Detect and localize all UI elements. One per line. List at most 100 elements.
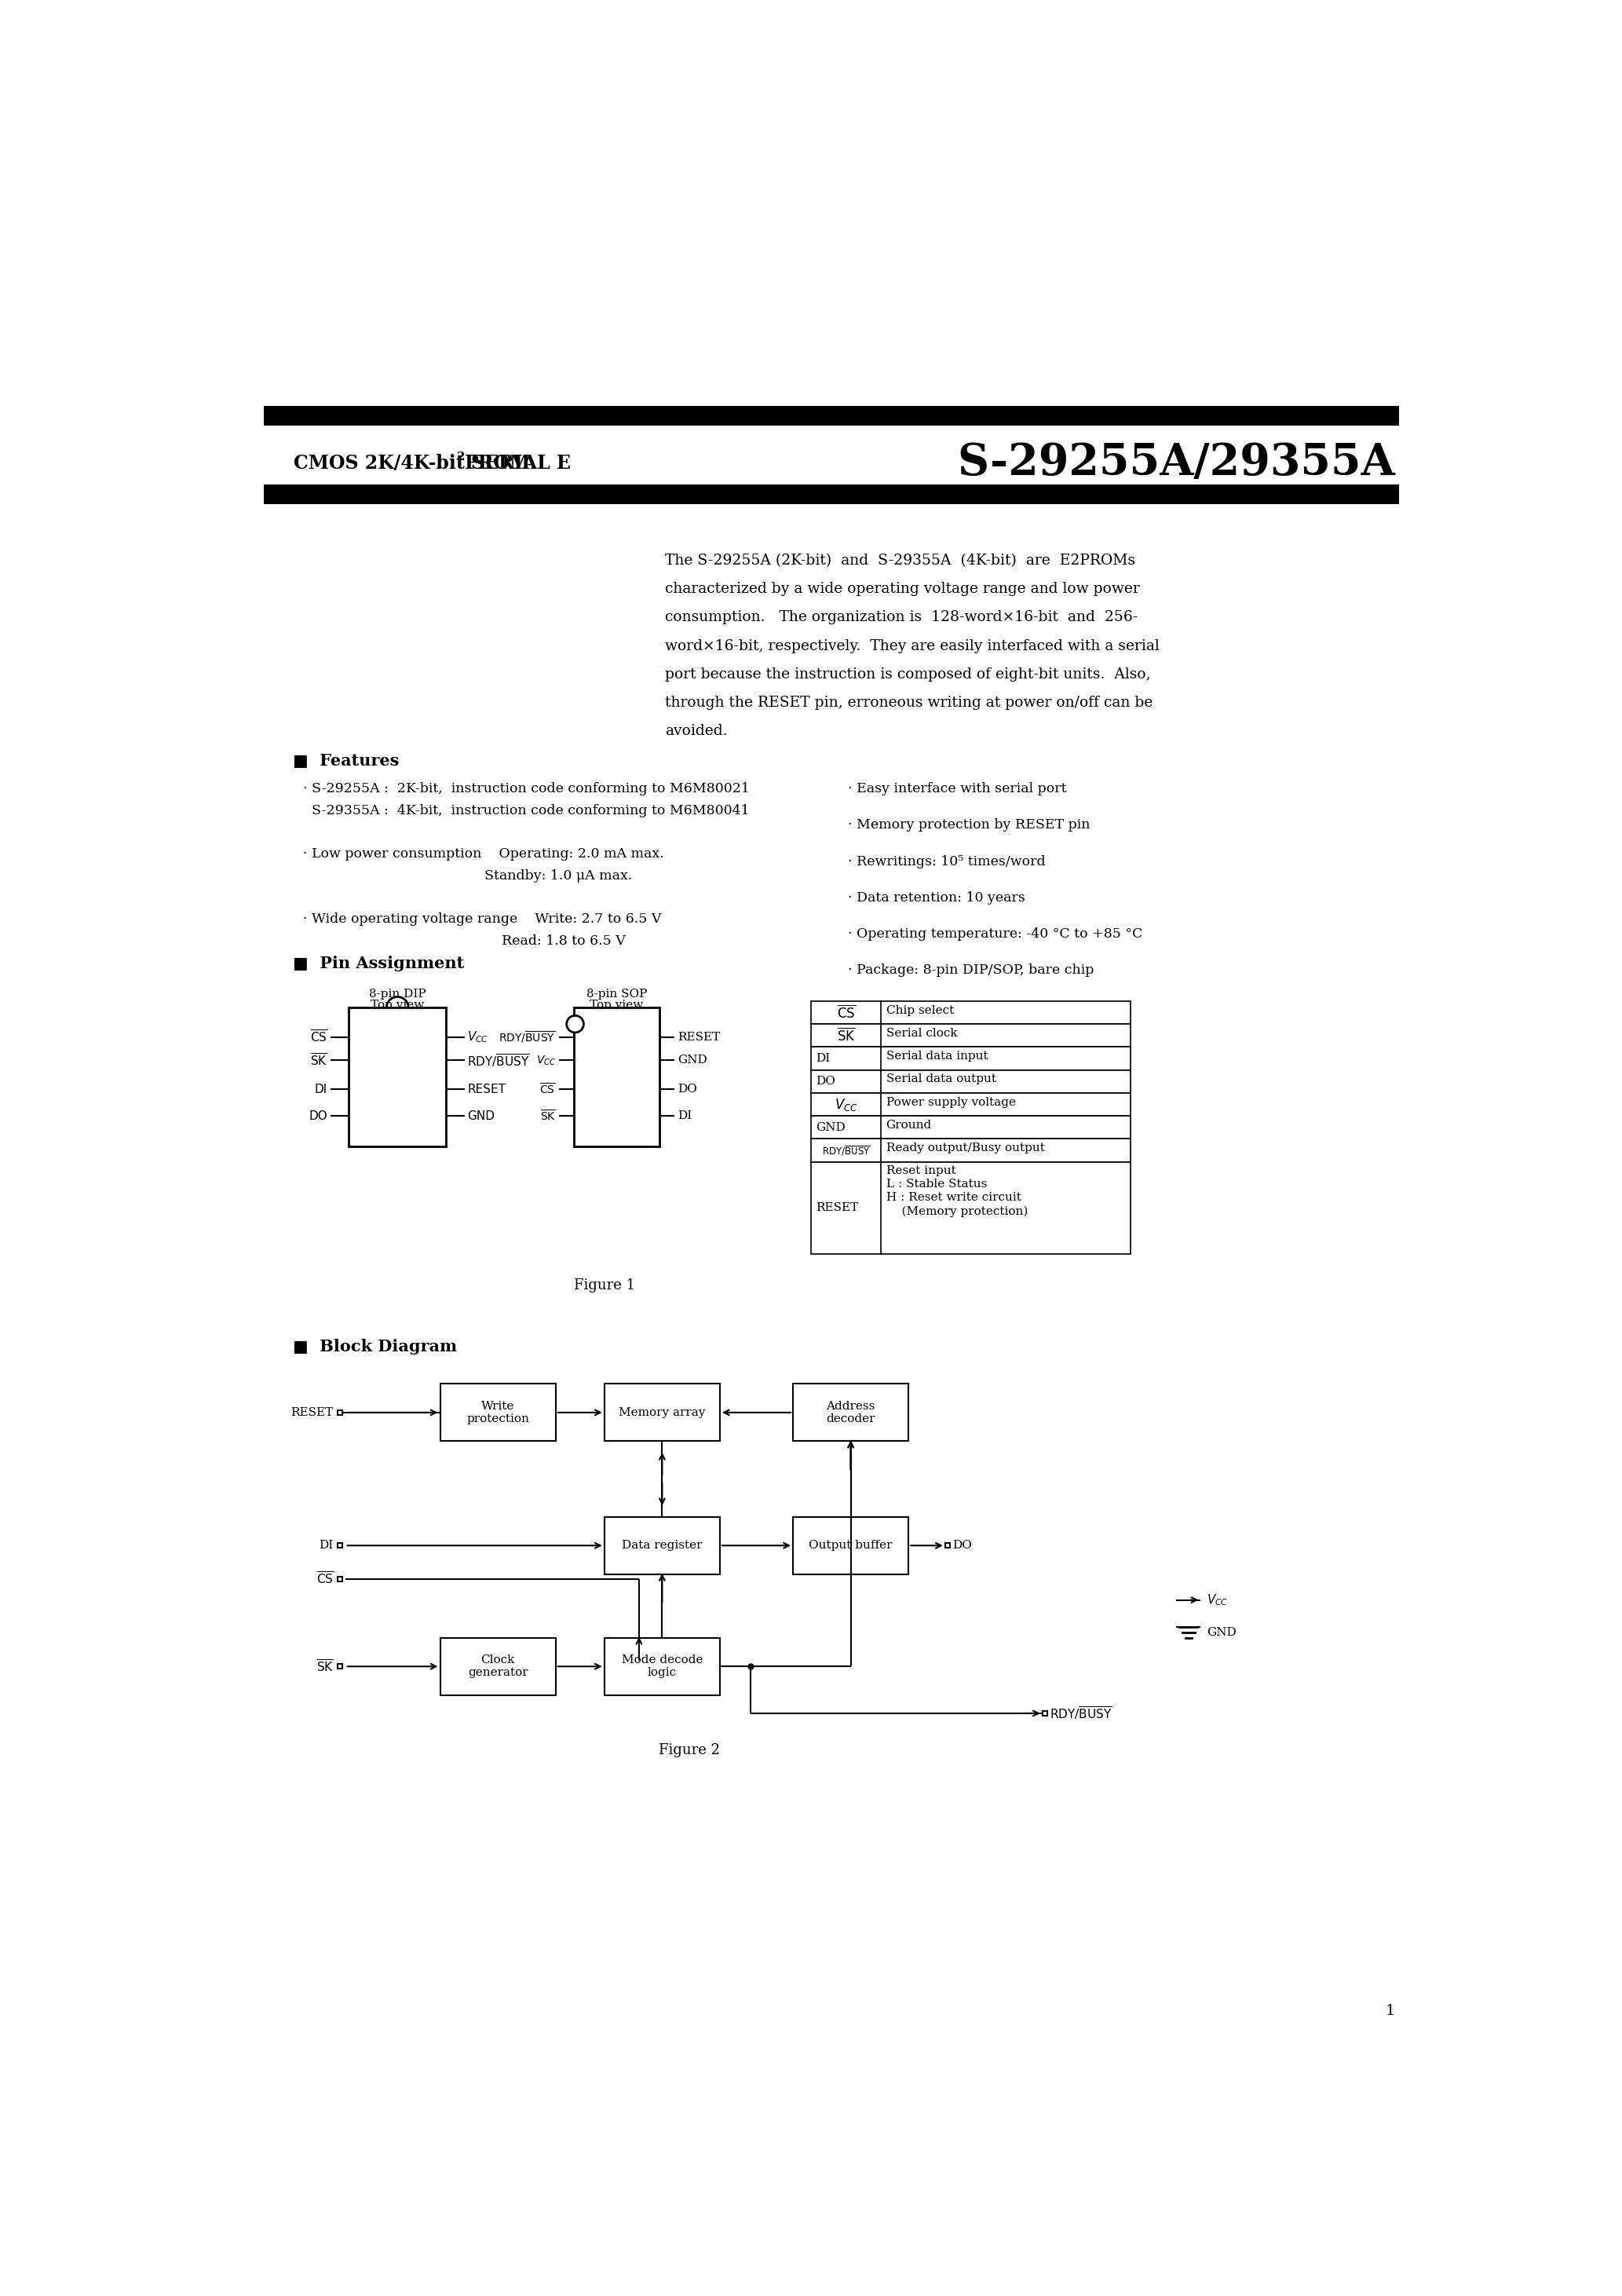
Text: Figure 1: Figure 1 <box>574 1279 634 1293</box>
Text: Mode decode
logic: Mode decode logic <box>621 1655 702 1678</box>
Bar <box>811 1162 1131 1254</box>
Text: Memory array: Memory array <box>620 1407 706 1419</box>
Bar <box>1043 1711 1048 1715</box>
Text: GND: GND <box>678 1054 707 1065</box>
Text: consumption.   The organization is  128-word×16-bit  and  256-: consumption. The organization is 128-wor… <box>665 611 1139 625</box>
Text: ■  Block Diagram: ■ Block Diagram <box>294 1339 457 1355</box>
Text: DI: DI <box>320 1541 334 1552</box>
Bar <box>811 1047 1131 1070</box>
Bar <box>574 1008 659 1146</box>
Text: Read: 1.8 to 6.5 V: Read: 1.8 to 6.5 V <box>303 934 626 948</box>
Text: DI: DI <box>678 1111 691 1120</box>
Bar <box>605 1384 720 1442</box>
Text: characterized by a wide operating voltage range and low power: characterized by a wide operating voltag… <box>665 583 1140 597</box>
Text: H : Reset write circuit: H : Reset write circuit <box>886 1192 1020 1203</box>
Bar <box>811 1001 1131 1024</box>
Text: · Memory protection by RESET pin: · Memory protection by RESET pin <box>848 817 1090 831</box>
Text: Address
decoder: Address decoder <box>826 1401 876 1424</box>
Text: RDY/$\overline{\mathrm{BUSY}}$: RDY/$\overline{\mathrm{BUSY}}$ <box>1049 1706 1113 1722</box>
Text: DO: DO <box>952 1541 972 1552</box>
Bar <box>440 1637 556 1694</box>
Text: Data register: Data register <box>621 1541 702 1552</box>
Bar <box>946 1543 950 1548</box>
Text: Serial data input: Serial data input <box>886 1052 988 1061</box>
Text: L : Stable Status: L : Stable Status <box>886 1178 986 1189</box>
Text: · Package: 8-pin DIP/SOP, bare chip: · Package: 8-pin DIP/SOP, bare chip <box>848 964 1093 976</box>
Bar <box>811 1070 1131 1093</box>
Text: Clock
generator: Clock generator <box>467 1655 527 1678</box>
Bar <box>264 484 1398 494</box>
Text: word×16-bit, respectively.  They are easily interfaced with a serial: word×16-bit, respectively. They are easi… <box>665 638 1160 652</box>
Text: Ready output/Busy output: Ready output/Busy output <box>886 1143 1045 1153</box>
Text: DO: DO <box>816 1077 835 1086</box>
Bar <box>811 1093 1131 1116</box>
Text: Figure 2: Figure 2 <box>659 1743 720 1759</box>
Text: $\overline{\mathrm{CS}}$: $\overline{\mathrm{CS}}$ <box>316 1570 334 1587</box>
Text: $V_{CC}$: $V_{CC}$ <box>535 1054 556 1068</box>
Text: DI: DI <box>816 1054 830 1063</box>
Text: The S-29255A (2K-bit)  and  S-29355A  (4K-bit)  are  E2PROMs: The S-29255A (2K-bit) and S-29355A (4K-b… <box>665 553 1135 567</box>
Text: $V_{CC}$: $V_{CC}$ <box>467 1031 488 1045</box>
Text: $\overline{\mathrm{CS}}$: $\overline{\mathrm{CS}}$ <box>540 1081 556 1097</box>
Text: CMOS 2K/4K-bit SERIAL E: CMOS 2K/4K-bit SERIAL E <box>294 455 571 473</box>
Text: · Wide operating voltage range    Write: 2.7 to 6.5 V: · Wide operating voltage range Write: 2.… <box>303 914 662 925</box>
Text: Serial clock: Serial clock <box>886 1029 957 1038</box>
Bar <box>264 413 1398 425</box>
Bar <box>337 1577 342 1582</box>
Text: $\overline{\mathrm{CS}}$: $\overline{\mathrm{CS}}$ <box>310 1029 328 1045</box>
Text: RDY/$\overline{\mathrm{BUSY}}$: RDY/$\overline{\mathrm{BUSY}}$ <box>822 1143 871 1157</box>
Text: 8-pin DIP: 8-pin DIP <box>368 990 427 1001</box>
Text: 1: 1 <box>1385 2004 1395 2018</box>
Text: RESET: RESET <box>678 1031 720 1042</box>
Bar <box>264 406 1398 416</box>
Text: Output buffer: Output buffer <box>809 1541 892 1552</box>
Text: DI: DI <box>315 1084 328 1095</box>
Bar <box>793 1384 908 1442</box>
Text: $V_{CC}$: $V_{CC}$ <box>1207 1593 1228 1607</box>
Bar <box>349 1008 446 1146</box>
Text: (Memory protection): (Memory protection) <box>886 1205 1028 1217</box>
Text: $\overline{\mathrm{CS}}$: $\overline{\mathrm{CS}}$ <box>837 1003 856 1022</box>
Bar <box>811 1024 1131 1047</box>
Text: S-29255A/29355A: S-29255A/29355A <box>957 441 1395 484</box>
Text: RESET: RESET <box>816 1203 858 1212</box>
Circle shape <box>566 1015 584 1033</box>
Bar <box>811 1116 1131 1139</box>
Text: RESET: RESET <box>467 1084 506 1095</box>
Text: · Easy interface with serial port: · Easy interface with serial port <box>848 783 1066 794</box>
Text: RDY/$\overline{\mathrm{BUSY}}$: RDY/$\overline{\mathrm{BUSY}}$ <box>467 1052 530 1068</box>
Text: GND: GND <box>816 1123 845 1132</box>
Bar <box>811 1139 1131 1162</box>
Bar <box>440 1384 556 1442</box>
Text: DO: DO <box>678 1084 697 1095</box>
Text: 8-pin SOP: 8-pin SOP <box>586 990 647 1001</box>
Text: · Data retention: 10 years: · Data retention: 10 years <box>848 891 1025 905</box>
Text: DO: DO <box>308 1109 328 1123</box>
Text: $\overline{\mathrm{SK}}$: $\overline{\mathrm{SK}}$ <box>316 1658 334 1674</box>
Text: · Rewritings: 10⁵ times/word: · Rewritings: 10⁵ times/word <box>848 854 1045 868</box>
Text: RDY/$\overline{\mathrm{BUSY}}$: RDY/$\overline{\mathrm{BUSY}}$ <box>500 1031 556 1045</box>
Text: Reset input: Reset input <box>886 1166 955 1176</box>
Text: · Low power consumption    Operating: 2.0 mA max.: · Low power consumption Operating: 2.0 m… <box>303 847 663 861</box>
Text: Write
protection: Write protection <box>467 1401 529 1424</box>
Text: $\overline{\mathrm{SK}}$: $\overline{\mathrm{SK}}$ <box>837 1026 855 1045</box>
Text: Power supply voltage: Power supply voltage <box>886 1097 1015 1107</box>
Text: $V_{CC}$: $V_{CC}$ <box>835 1097 858 1111</box>
Bar <box>337 1543 342 1548</box>
Text: Ground: Ground <box>886 1120 931 1130</box>
Text: PROM: PROM <box>466 455 530 473</box>
Text: ■  Features: ■ Features <box>294 753 399 769</box>
Text: $\overline{\mathrm{SK}}$: $\overline{\mathrm{SK}}$ <box>540 1109 556 1123</box>
Text: GND: GND <box>1207 1628 1236 1637</box>
Text: port because the instruction is composed of eight-bit units.  Also,: port because the instruction is composed… <box>665 668 1152 682</box>
Text: · S-29255A :  2K-bit,  instruction code conforming to M6M80021: · S-29255A : 2K-bit, instruction code co… <box>303 783 749 794</box>
Bar <box>337 1410 342 1414</box>
Text: Top view: Top view <box>590 999 644 1010</box>
Text: Serial data output: Serial data output <box>886 1075 996 1084</box>
Bar <box>337 1665 342 1669</box>
Text: ■  Pin Assignment: ■ Pin Assignment <box>294 955 464 971</box>
Text: Standby: 1.0 μA max.: Standby: 1.0 μA max. <box>303 870 633 882</box>
Bar <box>605 1518 720 1575</box>
Text: Top view: Top view <box>371 999 425 1010</box>
Text: · Operating temperature: -40 °C to +85 °C: · Operating temperature: -40 °C to +85 °… <box>848 928 1142 941</box>
